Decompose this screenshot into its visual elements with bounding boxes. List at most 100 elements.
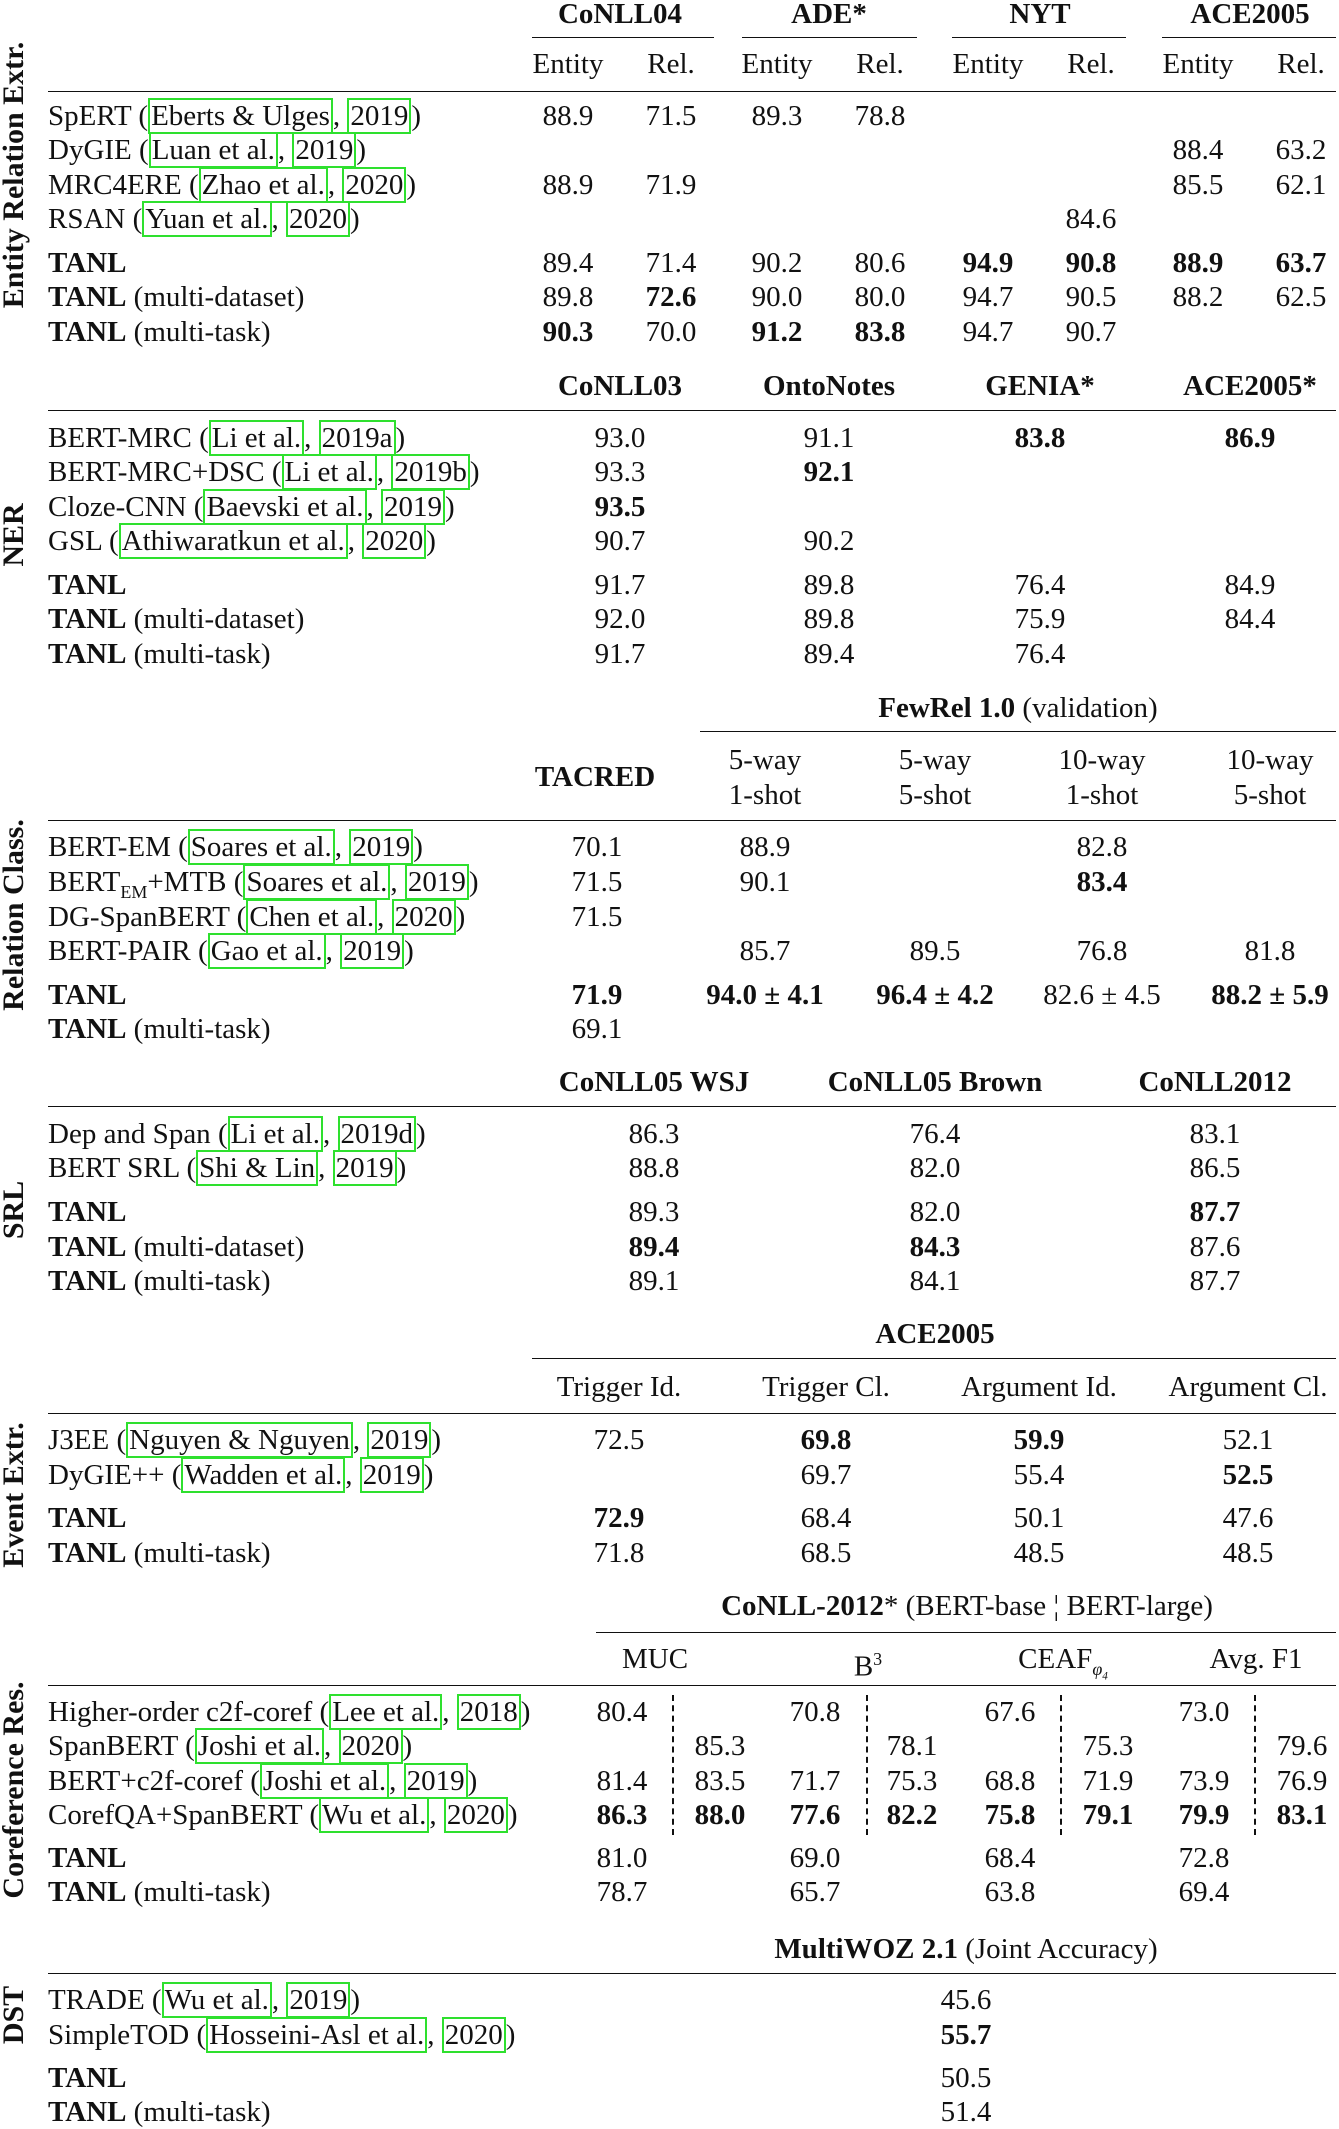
value-cell: 71.5	[571, 901, 623, 933]
value-cell: 79.1	[1082, 1799, 1134, 1831]
value-cell: 79.9	[1178, 1799, 1230, 1831]
dashed-bar-glyph: ¦	[1046, 1590, 1067, 1622]
row-label: TANL	[48, 1195, 126, 1229]
value-cell: 81.4	[596, 1765, 648, 1797]
citation-link[interactable]: Yuan et al.	[142, 201, 272, 237]
citation-link[interactable]: Li et al.	[281, 454, 377, 490]
citation-year-link[interactable]: 2019	[332, 1150, 397, 1186]
method-name: TANL	[48, 1013, 127, 1045]
value-cell: 90.3	[542, 316, 594, 348]
value-cell: 71.9	[645, 169, 697, 201]
citation-link[interactable]: Nguyen & Nguyen	[126, 1422, 353, 1458]
dataset-header: CoNLL05 WSJ	[558, 1066, 750, 1098]
citation-year-link[interactable]: 2019a	[318, 420, 396, 456]
value-cell: 69.8	[800, 1424, 852, 1456]
value-cell: 83.1	[1189, 1118, 1241, 1150]
section-label: Entity Relation Extr.	[0, 41, 30, 309]
value-cell: 88.9	[739, 831, 791, 863]
citation-year-link[interactable]: 2019	[403, 1763, 468, 1799]
value-cell: 92.0	[594, 603, 646, 635]
value-cell: 48.5	[1013, 1537, 1065, 1569]
value-cell: 59.9	[1013, 1424, 1065, 1456]
citation-link[interactable]: Athiwaratkun et al.	[118, 523, 348, 559]
value-cell: 62.1	[1275, 169, 1327, 201]
method-name: TANL	[48, 2096, 127, 2128]
citation-year-link[interactable]: 2020	[391, 899, 456, 935]
value-cell: 76.9	[1276, 1765, 1328, 1797]
value-cell: 84.6	[1065, 203, 1117, 235]
citation-year-link[interactable]: 2019	[349, 829, 414, 865]
value-cell: 90.7	[1065, 316, 1117, 348]
value-cell: 89.1	[628, 1265, 680, 1297]
value-cell: 91.7	[594, 569, 646, 601]
method-variant: (multi-task)	[133, 1537, 271, 1569]
citation-link[interactable]: Lee et al.	[329, 1694, 443, 1730]
citation-year-link[interactable]: 2020	[443, 1797, 508, 1833]
value-cell: 69.7	[800, 1459, 852, 1491]
citation-year-link[interactable]: 2018	[456, 1694, 521, 1730]
citation-year-link[interactable]: 2020	[441, 2017, 506, 2053]
metric-header: Trigger Id.	[556, 1371, 682, 1403]
metric-header: Argument Cl.	[1168, 1371, 1328, 1403]
citation-year-link[interactable]: 2019	[292, 132, 357, 168]
citation-year-link[interactable]: 2019	[404, 864, 469, 900]
value-cell: 48.5	[1222, 1537, 1274, 1569]
citation-year-link[interactable]: 2020	[286, 201, 350, 237]
row-label: BERT-MRC+DSC (Li et al., 2019b)	[48, 454, 480, 490]
citation-year-link[interactable]: 2019	[381, 489, 445, 525]
citation-year-link[interactable]: 2019	[367, 1422, 432, 1458]
citation-link[interactable]: Wu et al.	[319, 1797, 430, 1833]
row-label: Higher-order c2f-coref (Lee et al., 2018…	[48, 1694, 531, 1730]
metric-header: Avg. F1	[1209, 1643, 1303, 1675]
dataset-header: ACE2005	[1190, 0, 1310, 30]
citation-link[interactable]: Wadden et al.	[181, 1457, 346, 1493]
citation-link[interactable]: Zhao et al.	[198, 167, 328, 203]
value-cell: 94.9	[962, 247, 1014, 279]
citation-year-link[interactable]: 2020	[342, 167, 407, 203]
citation-link[interactable]: Chen et al.	[246, 899, 378, 935]
method-variant: (multi-dataset)	[133, 1231, 305, 1263]
citation-link[interactable]: Gao et al.	[207, 933, 326, 969]
value-cell: 68.8	[984, 1765, 1036, 1797]
value-cell: 87.6	[1189, 1231, 1241, 1263]
method-name: TANL	[48, 1537, 127, 1569]
citation-year-link[interactable]: 2019	[347, 98, 412, 134]
citation-link[interactable]: Baevski et al.	[203, 489, 367, 525]
citation-year-link[interactable]: 2019	[286, 1982, 351, 2018]
value-cell: 81.8	[1244, 935, 1296, 967]
value-cell: 88.9	[542, 100, 594, 132]
method-name: TANL	[48, 281, 127, 313]
citation-link[interactable]: Luan et al.	[148, 132, 278, 168]
row-label: TANL (multi-task)	[48, 315, 271, 349]
citation-link[interactable]: Shi & Lin	[196, 1150, 319, 1186]
section-label: SRL	[0, 1180, 30, 1240]
method-name: SpanBERT	[48, 1730, 178, 1762]
row-label: CorefQA+SpanBERT (Wu et al., 2020)	[48, 1797, 518, 1833]
citation-link[interactable]: Hosseini-Asl et al.	[206, 2017, 428, 2053]
row-label: TANL	[48, 978, 126, 1012]
citation-year-link[interactable]: 2020	[362, 523, 427, 559]
citation-year-link[interactable]: 2019d	[337, 1116, 416, 1152]
citation-year-link[interactable]: 2019b	[391, 454, 470, 490]
citation-link[interactable]: Li et al.	[227, 1116, 323, 1152]
citation-year-link[interactable]: 2020	[338, 1728, 403, 1764]
citation-link[interactable]: Soares et al.	[187, 829, 335, 865]
citation-link[interactable]: Joshi et al.	[259, 1763, 390, 1799]
value-cell: 83.5	[694, 1765, 746, 1797]
value-cell: 70.8	[789, 1696, 841, 1728]
dataset-header: CoNLL04	[557, 0, 683, 30]
citation-link[interactable]: Li et al.	[208, 420, 305, 456]
citation-link[interactable]: Eberts & Ulges	[148, 98, 333, 134]
value-cell: 76.4	[1014, 569, 1066, 601]
row-label: TANL	[48, 246, 126, 280]
citation-link[interactable]: Wu et al.	[161, 1982, 272, 2018]
value-cell: 75.3	[1082, 1730, 1134, 1762]
value-cell: 89.3	[628, 1196, 680, 1228]
citation-link[interactable]: Soares et al.	[243, 864, 391, 900]
citation-year-link[interactable]: 2019	[359, 1457, 424, 1493]
value-cell: 91.7	[594, 638, 646, 670]
citation-year-link[interactable]: 2019	[340, 933, 405, 969]
citation-link[interactable]: Joshi et al.	[194, 1728, 325, 1764]
dataset-header: ACE2005*	[1183, 370, 1317, 402]
metric-header: Rel.	[1067, 48, 1115, 80]
